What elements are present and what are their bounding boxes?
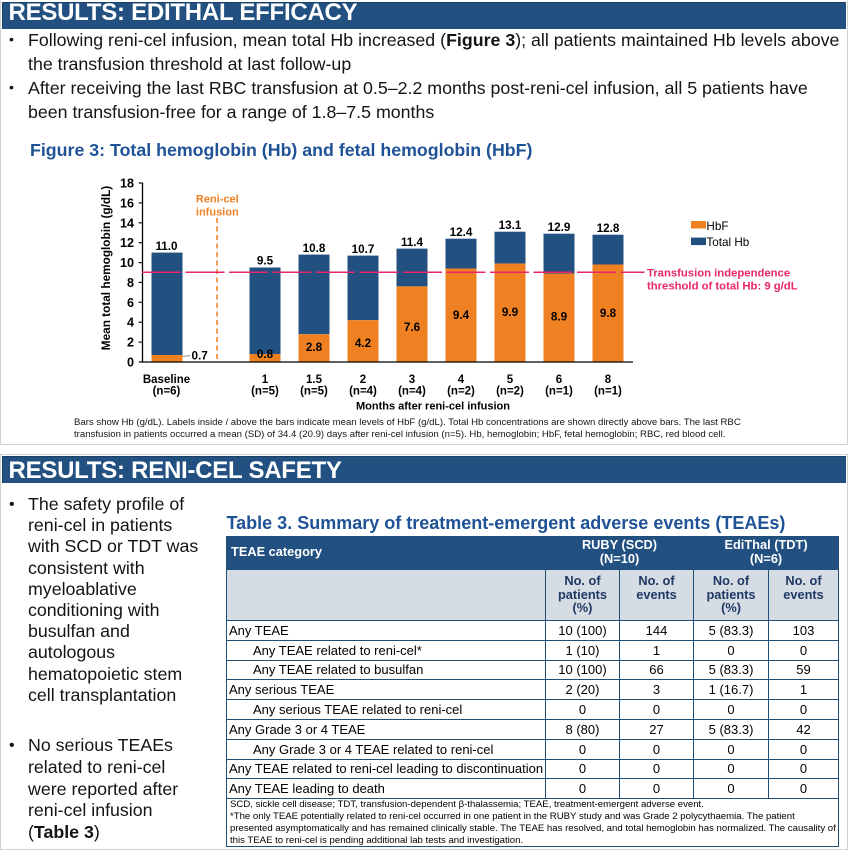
svg-text:0.8: 0.8 [257, 348, 274, 361]
svg-text:0: 0 [127, 356, 134, 370]
svg-text:10: 10 [120, 256, 134, 270]
svg-text:1.5: 1.5 [306, 374, 323, 386]
svg-text:8.9: 8.9 [551, 311, 568, 324]
svg-text:1: 1 [262, 374, 269, 386]
svg-text:11.0: 11.0 [155, 240, 178, 253]
svg-text:(n=1): (n=1) [594, 386, 622, 398]
svg-text:16: 16 [120, 196, 134, 210]
svg-text:12.8: 12.8 [597, 222, 620, 235]
svg-text:HbF: HbF [706, 220, 728, 233]
svg-text:9.5: 9.5 [257, 255, 274, 268]
svg-text:8: 8 [605, 374, 612, 386]
svg-text:2.8: 2.8 [306, 341, 323, 354]
svg-text:7.6: 7.6 [404, 321, 421, 334]
svg-text:12.4: 12.4 [450, 226, 473, 239]
svg-text:13.1: 13.1 [499, 219, 522, 232]
svg-text:infusion: infusion [196, 206, 239, 218]
svg-text:6: 6 [556, 374, 562, 386]
svg-text:9.4: 9.4 [453, 309, 470, 322]
svg-text:Transfusion independence: Transfusion independence [647, 267, 790, 279]
svg-text:(n=5): (n=5) [300, 386, 328, 398]
svg-text:Reni-cel: Reni-cel [196, 193, 239, 205]
svg-text:3: 3 [409, 374, 415, 386]
svg-text:threshold of total Hb: 9 g/dL: threshold of total Hb: 9 g/dL [647, 280, 798, 292]
svg-text:2: 2 [360, 374, 366, 386]
svg-text:0.7: 0.7 [192, 350, 208, 363]
svg-text:10.8: 10.8 [303, 242, 326, 255]
svg-text:5: 5 [507, 374, 514, 386]
svg-text:Mean total hemoglobin (g/dL): Mean total hemoglobin (g/dL) [99, 186, 113, 351]
svg-text:12: 12 [120, 236, 134, 250]
svg-text:18: 18 [120, 177, 134, 191]
svg-text:11.4: 11.4 [401, 236, 424, 249]
svg-text:4.2: 4.2 [355, 337, 372, 350]
svg-text:(n=2): (n=2) [496, 386, 524, 398]
svg-text:Baseline: Baseline [143, 374, 190, 386]
svg-text:12.9: 12.9 [548, 221, 571, 234]
svg-text:4: 4 [127, 316, 134, 330]
svg-text:(n=4): (n=4) [349, 386, 377, 398]
svg-text:9.9: 9.9 [502, 306, 519, 319]
svg-text:8: 8 [127, 276, 134, 290]
svg-text:Total Hb: Total Hb [706, 236, 749, 249]
svg-text:Months after reni-cel infusion: Months after reni-cel infusion [356, 401, 510, 413]
svg-text:14: 14 [120, 216, 134, 230]
svg-text:(n=5): (n=5) [251, 386, 279, 398]
svg-text:(n=4): (n=4) [398, 386, 426, 398]
svg-text:6: 6 [127, 296, 134, 310]
svg-text:4: 4 [458, 374, 465, 386]
svg-text:(n=6): (n=6) [153, 386, 181, 398]
svg-text:(n=2): (n=2) [447, 386, 475, 398]
svg-text:9.8: 9.8 [600, 307, 617, 320]
svg-text:10.7: 10.7 [352, 243, 375, 256]
svg-text:2: 2 [127, 336, 134, 350]
svg-text:(n=1): (n=1) [545, 386, 573, 398]
